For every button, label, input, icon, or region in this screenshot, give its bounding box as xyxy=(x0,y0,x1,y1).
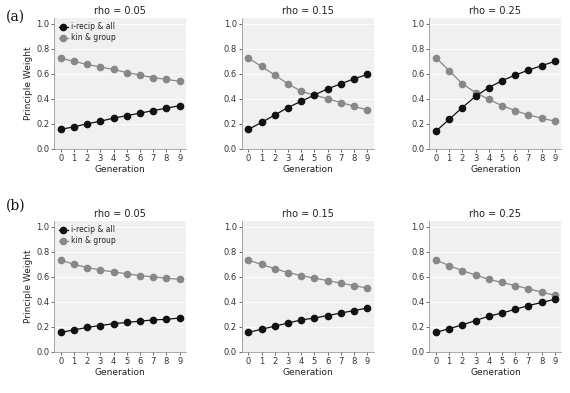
Title: rho = 0.05: rho = 0.05 xyxy=(94,209,146,219)
Legend: i-recip & all, kin & group: i-recip & all, kin & group xyxy=(58,22,116,43)
Legend: i-recip & all, kin & group: i-recip & all, kin & group xyxy=(58,224,116,246)
Y-axis label: Principle Weight: Principle Weight xyxy=(25,250,33,323)
X-axis label: Generation: Generation xyxy=(282,368,333,377)
Title: rho = 0.25: rho = 0.25 xyxy=(470,6,522,15)
Title: rho = 0.15: rho = 0.15 xyxy=(282,209,334,219)
X-axis label: Generation: Generation xyxy=(95,165,145,174)
Title: rho = 0.15: rho = 0.15 xyxy=(282,6,334,15)
X-axis label: Generation: Generation xyxy=(470,368,521,377)
Text: (b): (b) xyxy=(6,198,25,213)
Y-axis label: Principle Weight: Principle Weight xyxy=(25,46,33,120)
X-axis label: Generation: Generation xyxy=(95,368,145,377)
Title: rho = 0.25: rho = 0.25 xyxy=(470,209,522,219)
X-axis label: Generation: Generation xyxy=(470,165,521,174)
Text: (a): (a) xyxy=(6,10,25,24)
Title: rho = 0.05: rho = 0.05 xyxy=(94,6,146,15)
X-axis label: Generation: Generation xyxy=(282,165,333,174)
